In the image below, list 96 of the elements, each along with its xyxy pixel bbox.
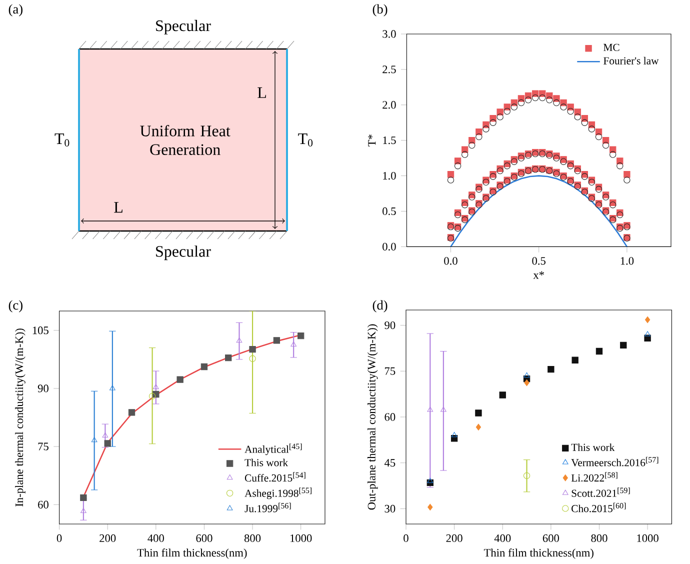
point	[428, 504, 433, 511]
x-tick-label: 800	[591, 534, 608, 542]
y-tick-label: 60	[384, 413, 396, 421]
point	[427, 478, 434, 483]
point	[236, 337, 242, 343]
point	[152, 390, 160, 398]
legend-label: Ashegi.1998$^{[55]}$	[244, 487, 312, 500]
point	[644, 316, 650, 324]
point	[249, 346, 256, 353]
point	[440, 406, 446, 412]
point	[128, 409, 136, 416]
x-axis-title: x*	[533, 271, 544, 279]
legend-label: Fourier's law	[604, 56, 659, 64]
text: L	[114, 202, 122, 213]
point	[524, 372, 530, 378]
point	[644, 331, 650, 336]
point	[148, 392, 156, 400]
x-axis-title: Thin film thickness(nm)	[484, 548, 594, 559]
point	[104, 440, 111, 447]
legend-label: Scott.2021$^{[59]}$	[572, 487, 630, 497]
point	[225, 354, 232, 362]
legend-label: Cho.2015$^{[60]}$	[572, 502, 626, 512]
point	[152, 384, 159, 390]
legend-label: Ju.1999$^{[56]}$	[244, 502, 291, 512]
y-tick-label: 0.0	[382, 242, 396, 251]
y-tick-label: 2.0	[382, 101, 396, 109]
text: Specular	[156, 246, 211, 260]
text: T$_{0}$	[54, 134, 70, 146]
legend-label: This work	[244, 458, 288, 466]
legend-label: Li.2022$^{[58]}$	[571, 472, 618, 482]
y-tick-label: 2.5	[382, 66, 396, 74]
chart-title: (c)	[8, 300, 22, 312]
x-tick-label: 0.0	[444, 257, 458, 265]
legend-label: MC	[604, 44, 620, 52]
x-tick-label: 1000	[290, 534, 312, 542]
y-tick-label: 1.5	[383, 136, 396, 144]
y-tick-label: 105	[32, 326, 48, 334]
legend-label: Analytical$^{[45]}$	[244, 443, 302, 456]
point	[427, 406, 434, 412]
point	[176, 376, 184, 383]
text: (a)	[8, 4, 22, 16]
point	[524, 379, 530, 386]
y-tick-label: 0.5	[382, 207, 396, 216]
legend-label: Vermeersch.2016$^{[57]}$	[571, 456, 658, 466]
point	[91, 437, 98, 442]
legend-label: This work	[571, 443, 615, 451]
text: Uniform Heat Generation	[140, 124, 230, 156]
y-tick-label: 30	[384, 504, 396, 513]
point	[620, 342, 627, 348]
x-axis-title: Thin film thickness(nm)	[137, 548, 247, 559]
y-tick-label: 60	[38, 500, 48, 508]
point	[499, 392, 506, 398]
y-axis-title: In-plane thermal conductiity(W/(m-K))	[15, 328, 26, 506]
line-series	[450, 175, 628, 247]
text: L	[258, 87, 266, 98]
text: T$_{0}$	[298, 134, 313, 146]
x-tick-label: 600	[542, 534, 559, 542]
point	[273, 337, 280, 344]
point	[596, 348, 603, 355]
x-tick-label: 1000	[637, 534, 658, 542]
point	[451, 432, 458, 438]
point	[102, 432, 108, 438]
point	[548, 366, 554, 373]
y-tick-label: 90	[384, 321, 396, 330]
y-tick-label: 90	[38, 384, 48, 392]
x-tick-label: 200	[100, 534, 116, 542]
legend-label: Cuffe.2015$^{[54]}$	[244, 472, 306, 482]
chart-title: (b)	[372, 4, 388, 16]
point	[476, 424, 482, 430]
point	[298, 332, 304, 340]
point	[249, 355, 256, 362]
x-tick-label: 600	[196, 534, 212, 542]
x-tick-label: 0	[56, 534, 62, 542]
x-tick-label: 800	[244, 534, 261, 542]
point	[200, 363, 208, 370]
point	[523, 472, 530, 480]
chart-title: (d)	[372, 300, 388, 312]
x-tick-label: 0	[404, 534, 408, 542]
point	[572, 356, 578, 364]
text: Specular	[156, 20, 211, 34]
point	[475, 410, 482, 416]
point	[80, 494, 87, 501]
x-tick-label: 400	[494, 534, 511, 542]
y-axis-title: T*	[368, 134, 376, 146]
y-tick-label: 3.0	[382, 30, 396, 38]
x-tick-label: 400	[148, 534, 164, 542]
y-tick-label: 75	[385, 367, 396, 375]
x-tick-label: 0.5	[532, 257, 546, 265]
y-tick-label: 1.0	[383, 172, 396, 180]
y-tick-label: 45	[384, 459, 396, 467]
y-axis-title: Out-plane thermal conductiity(W/(m-K))	[367, 324, 378, 510]
point	[290, 341, 297, 346]
point	[110, 385, 116, 390]
x-tick-label: 200	[446, 534, 462, 542]
y-tick-label: 75	[38, 442, 48, 450]
x-tick-label: 1.0	[620, 257, 634, 265]
